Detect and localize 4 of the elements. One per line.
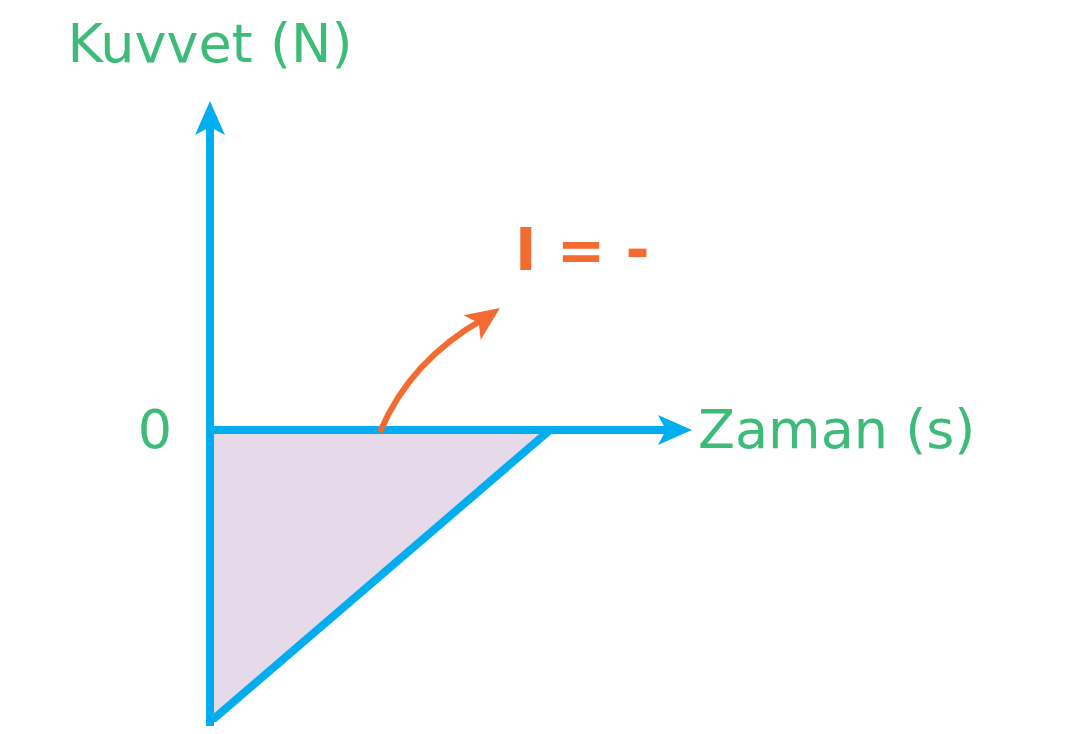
text: Kuvvet (N) bbox=[67, 12, 353, 76]
text: I = - bbox=[515, 216, 650, 285]
x-axis-title: Zaman (s) bbox=[698, 398, 976, 462]
text: 0 bbox=[137, 398, 172, 462]
